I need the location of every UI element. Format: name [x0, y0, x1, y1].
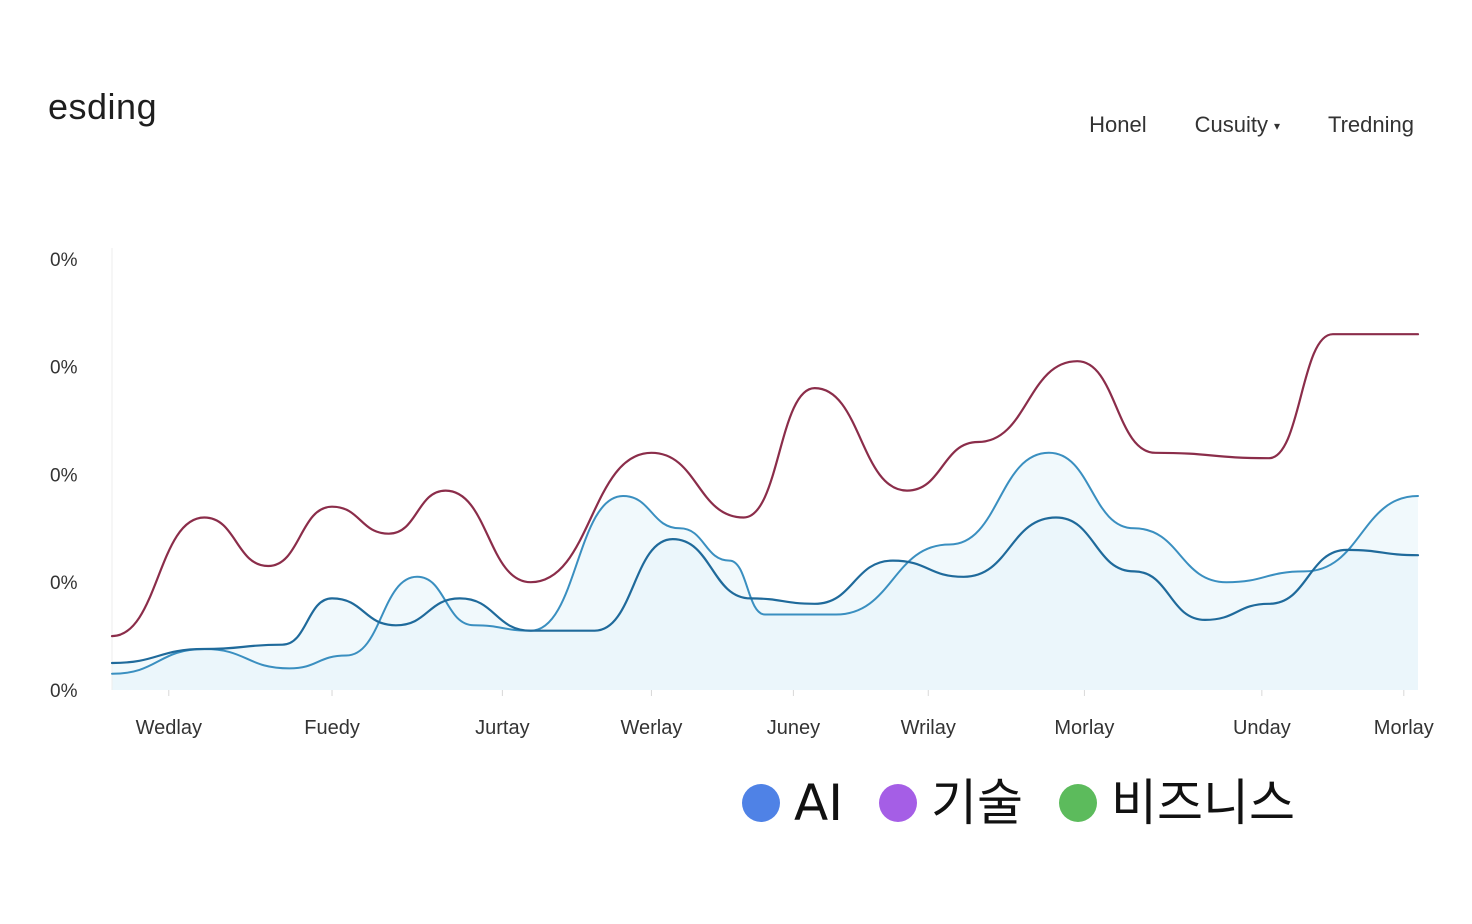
- nav-item-category-dropdown[interactable]: Cusuity ▾: [1195, 112, 1280, 138]
- area-fills: [112, 452, 1418, 690]
- nav-item-home[interactable]: Honel: [1089, 112, 1147, 137]
- y-tick-label: 0%: [50, 681, 78, 702]
- legend-label-ai: AI: [794, 774, 843, 832]
- y-axis-ticks: 0% 0% 0% 0% 0%: [50, 250, 78, 702]
- legend-dot-tech: [878, 784, 917, 822]
- legend-item-tech[interactable]: 기술: [878, 774, 1023, 832]
- nav-item-category-label: Cusuity: [1194, 112, 1268, 137]
- x-tick-label: Morlay: [1374, 717, 1434, 739]
- x-tick-label: Unday: [1233, 717, 1291, 739]
- series-lines: [110, 333, 1420, 675]
- x-tick-label: Wedlay: [136, 717, 202, 739]
- chevron-down-icon: ▾: [1273, 119, 1280, 134]
- top-nav: Honel Cusuity ▾ Tredning: [1089, 112, 1414, 138]
- x-tick-label: Morlay: [1054, 717, 1114, 739]
- series-line-0: [110, 333, 1420, 638]
- legend-label-tech: 기술: [930, 774, 1023, 832]
- y-tick-label: 0%: [50, 465, 78, 486]
- nav-item-trending[interactable]: Tredning: [1327, 112, 1414, 137]
- series-area-2: [112, 517, 1418, 690]
- x-tick-label: Fuedy: [304, 717, 360, 739]
- legend-dot-business: [1058, 784, 1097, 822]
- legend-label-business: 비즈니스: [1110, 774, 1295, 832]
- legend-item-business[interactable]: 비즈니스: [1058, 774, 1295, 832]
- series-line-2: [110, 516, 1420, 665]
- x-tick-label: Werlay: [620, 717, 682, 739]
- legend: AI 기술 비즈니스: [742, 778, 1295, 828]
- series-line-1: [111, 451, 1419, 675]
- y-tick-label: 0%: [50, 250, 78, 271]
- legend-dot-ai: [742, 784, 780, 822]
- x-tick-label: Wrilay: [901, 717, 956, 739]
- x-tick-label: Jurtay: [475, 717, 529, 739]
- page-title: esding: [48, 86, 158, 127]
- x-tick-label: Juney: [767, 717, 820, 739]
- y-tick-label: 0%: [50, 358, 78, 379]
- y-tick-label: 0%: [50, 573, 78, 594]
- legend-item-ai[interactable]: AI: [742, 778, 843, 828]
- x-axis-ticks: Wedlay Fuedy Jurtay Werlay Juney Wrilay Morlay…: [136, 690, 1434, 739]
